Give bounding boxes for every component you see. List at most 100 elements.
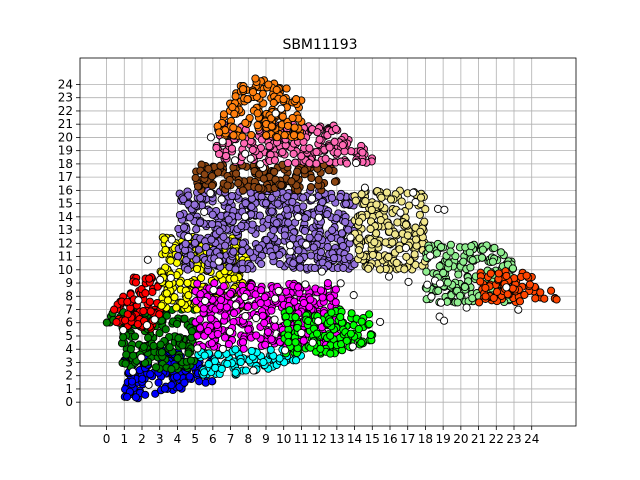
data-point-unassigned (411, 198, 420, 207)
data-point (260, 318, 269, 328)
data-point-unassigned (297, 328, 306, 338)
data-point (211, 363, 220, 372)
x-tick-label: 16 (382, 432, 397, 446)
data-point (165, 280, 174, 289)
data-point (269, 98, 278, 107)
data-point (221, 241, 230, 250)
data-point (259, 174, 268, 183)
data-point (365, 310, 374, 319)
data-point (330, 253, 339, 263)
data-point-unassigned (302, 240, 311, 249)
data-point (219, 282, 228, 291)
data-point (443, 278, 452, 287)
data-point (391, 230, 400, 239)
data-point (238, 239, 247, 248)
x-tick-label: 12 (312, 432, 327, 446)
data-point (231, 368, 240, 377)
data-point (370, 238, 379, 247)
y-tick-label: 21 (58, 117, 73, 131)
data-point (515, 297, 525, 306)
data-point (247, 346, 256, 355)
data-point (248, 220, 257, 229)
data-point (223, 181, 232, 190)
data-point (186, 251, 195, 260)
data-point (230, 274, 239, 283)
x-tick-label: 19 (436, 432, 451, 446)
x-tick-label: 2 (138, 432, 146, 446)
data-point (270, 167, 279, 176)
data-point (170, 293, 179, 302)
data-point (531, 294, 540, 303)
data-point (494, 269, 503, 278)
data-point (215, 128, 224, 137)
data-point (372, 200, 381, 209)
data-point (415, 210, 424, 219)
data-point (476, 277, 485, 286)
x-tick-label: 18 (418, 432, 433, 446)
data-point (264, 80, 273, 89)
data-point (351, 196, 360, 205)
data-point-unassigned (214, 257, 223, 266)
data-point (313, 128, 322, 137)
data-points (102, 74, 561, 403)
data-point (327, 193, 337, 202)
data-point (296, 132, 305, 141)
data-point (316, 344, 325, 353)
data-point (325, 143, 334, 152)
data-point (342, 336, 351, 345)
data-point (271, 322, 280, 331)
data-point (183, 278, 192, 287)
data-point (403, 231, 412, 240)
data-point (257, 286, 266, 295)
data-point (502, 271, 511, 280)
data-point (216, 161, 225, 170)
data-point (328, 226, 337, 235)
data-point (112, 318, 121, 327)
data-point-unassigned (426, 251, 435, 260)
y-tick-label: 9 (65, 276, 73, 290)
data-point (488, 257, 497, 266)
data-point (496, 248, 506, 257)
data-point (223, 359, 232, 368)
data-point (161, 325, 170, 334)
data-point (291, 313, 300, 322)
data-point (283, 158, 292, 168)
data-point-unassigned (252, 313, 261, 323)
data-point-unassigned (514, 305, 523, 314)
data-point (547, 286, 556, 295)
data-point-unassigned (225, 327, 234, 336)
data-point (478, 245, 487, 254)
data-point (178, 341, 187, 350)
data-point-unassigned (206, 189, 215, 198)
data-point-unassigned (241, 149, 250, 158)
x-tick-label: 15 (365, 432, 380, 446)
data-point (243, 302, 252, 311)
data-point-unassigned (119, 326, 128, 335)
data-point (326, 331, 335, 340)
data-point (258, 224, 267, 233)
data-point (243, 95, 252, 104)
data-point (227, 191, 237, 201)
y-tick-label: 19 (58, 144, 73, 158)
data-point (357, 190, 366, 199)
data-point (248, 88, 258, 97)
data-point-unassigned (427, 292, 436, 301)
data-point (254, 184, 263, 193)
data-point (312, 159, 321, 168)
data-point (219, 110, 228, 119)
data-point (241, 199, 250, 208)
data-point (200, 170, 209, 179)
data-point (301, 213, 310, 223)
data-point (238, 338, 248, 347)
data-point (157, 301, 166, 310)
data-point-unassigned (348, 342, 357, 351)
data-point (208, 210, 217, 219)
data-point (288, 113, 297, 123)
data-point (155, 329, 164, 338)
data-point (326, 293, 335, 302)
y-tick-label: 23 (58, 91, 73, 105)
data-point (175, 278, 184, 287)
data-point (247, 202, 256, 211)
data-point-unassigned (193, 344, 202, 353)
data-point (318, 293, 327, 302)
